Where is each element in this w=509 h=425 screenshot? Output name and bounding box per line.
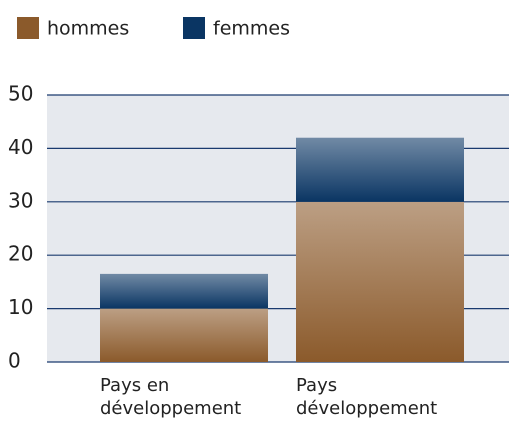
legend-label: femmes — [213, 18, 290, 40]
y-tick-label: 40 — [8, 135, 33, 159]
y-tick-label: 20 — [8, 242, 33, 266]
y-tick-label: 10 — [8, 295, 33, 319]
bar-segment — [100, 273, 268, 309]
legend-label: hommes — [47, 18, 129, 40]
x-tick-label: Pays en développement — [100, 375, 242, 419]
y-tick-label: 0 — [8, 349, 21, 373]
bar-segment — [100, 308, 268, 362]
bar-segment — [296, 137, 464, 202]
y-tick-label: 50 — [8, 82, 33, 106]
legend-swatch — [183, 17, 205, 39]
bar-segment — [296, 201, 464, 362]
legend-swatch — [17, 17, 39, 39]
x-tick-label: Pays développement — [296, 375, 438, 419]
y-tick-label: 30 — [8, 188, 33, 212]
